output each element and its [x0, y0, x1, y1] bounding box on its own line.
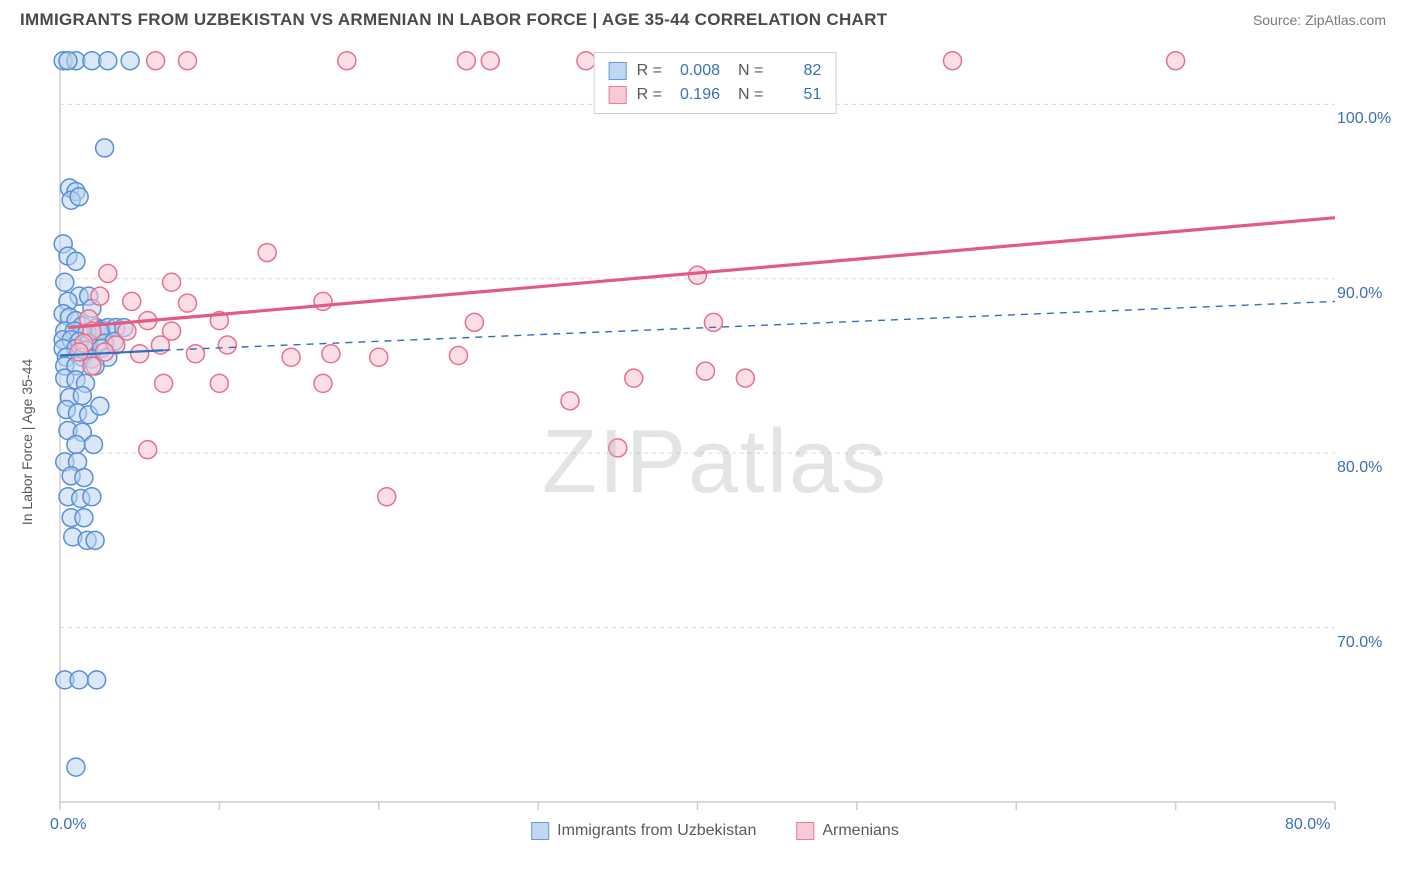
y-tick-label: 80.0% [1337, 459, 1382, 477]
y-tick-label: 90.0% [1337, 285, 1382, 303]
legend-label-uzbekistan: Immigrants from Uzbekistan [557, 822, 756, 840]
n-value-pink: 51 [773, 83, 821, 107]
series-legend: Immigrants from Uzbekistan Armenians [531, 822, 899, 840]
legend-swatch-blue [609, 62, 627, 80]
chart-title: IMMIGRANTS FROM UZBEKISTAN VS ARMENIAN I… [20, 10, 887, 30]
chart-source: Source: ZipAtlas.com [1253, 12, 1386, 28]
y-tick-label: 70.0% [1337, 634, 1382, 652]
n-value-blue: 82 [773, 59, 821, 83]
x-tick-label: 0.0% [50, 816, 86, 834]
scatter-plot-svg [45, 42, 1385, 842]
legend-swatch-uzbekistan-icon [531, 822, 549, 840]
legend-row-pink: R = 0.196 N = 51 [609, 83, 822, 107]
chart-area: In Labor Force | Age 35-44 ZIPatlas R = … [45, 42, 1385, 842]
y-tick-label: 100.0% [1337, 110, 1391, 128]
chart-header: IMMIGRANTS FROM UZBEKISTAN VS ARMENIAN I… [0, 0, 1406, 34]
legend-label-armenians: Armenians [822, 822, 898, 840]
y-axis-label: In Labor Force | Age 35-44 [19, 359, 35, 525]
legend-row-blue: R = 0.008 N = 82 [609, 59, 822, 83]
r-value-blue: 0.008 [672, 59, 720, 83]
r-value-pink: 0.196 [672, 83, 720, 107]
legend-item-uzbekistan: Immigrants from Uzbekistan [531, 822, 756, 840]
legend-swatch-armenians-icon [796, 822, 814, 840]
legend-item-armenians: Armenians [796, 822, 898, 840]
x-tick-label: 80.0% [1285, 816, 1330, 834]
correlation-legend: R = 0.008 N = 82 R = 0.196 N = 51 [594, 52, 837, 114]
legend-swatch-pink [609, 86, 627, 104]
